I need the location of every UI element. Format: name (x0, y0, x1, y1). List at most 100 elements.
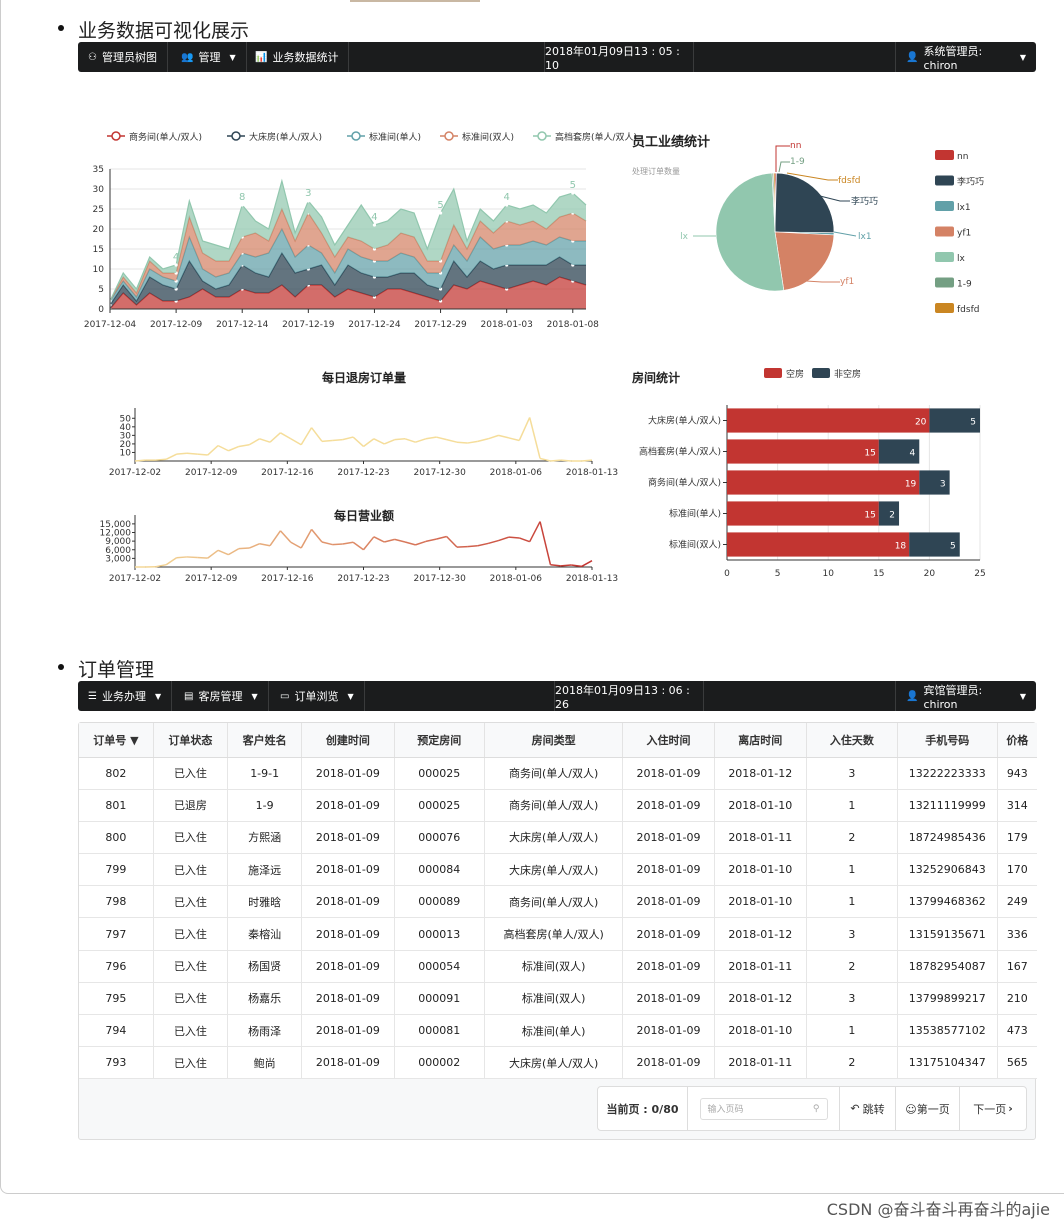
table-cell: 13159135671 (897, 917, 998, 951)
line-xtick-label: 2017-12-02 (109, 574, 161, 584)
table-row[interactable]: 794 已入住 杨雨泽 2018-01-09 000081 标准间(单人) 2018-01-… (79, 1014, 1037, 1048)
area-legend-label: 标准间(单人) (369, 131, 421, 143)
line-segment (207, 445, 219, 456)
nav-order-browse[interactable]: ▭ 订单浏览 ▼ (270, 681, 365, 711)
pie-slice-李巧巧 (774, 172, 835, 234)
table-cell: 18782954087 (897, 950, 998, 983)
table-cell: 2 (806, 821, 898, 855)
area-data-label: 3 (305, 188, 311, 199)
nav-user-menu[interactable]: 👤 系统管理员: chiron ▼ (895, 42, 1036, 72)
line-segment (197, 453, 208, 456)
reply-icon: ↶ (850, 1102, 860, 1115)
line-segment (456, 545, 468, 548)
line-segment (186, 452, 198, 455)
pie-legend-label: fdsfd (957, 305, 979, 315)
bar-empty-rooms (727, 439, 879, 464)
table-cell: 标准间(双人) (484, 950, 624, 983)
pie-label-line (819, 195, 850, 202)
user-icon: 👤 (906, 51, 919, 63)
table-row[interactable]: 796 已入住 杨国贤 2018-01-09 000054 标准间(双人) 2018-01-… (79, 950, 1037, 983)
line-segment (259, 542, 271, 547)
table-cell: 943 (997, 757, 1037, 790)
nav-manage[interactable]: 👥 管理 ▼ (171, 42, 247, 72)
table-cell: 时雅晗 (227, 885, 303, 919)
line-xtick-label: 2017-12-16 (261, 468, 314, 478)
table-row[interactable]: 793 已入住 鲍尚 2018-01-09 000002 大床房(单人/双人) 2018-0… (79, 1046, 1037, 1080)
table-cell: 000084 (394, 853, 485, 887)
next-page-button[interactable]: 下一页 › (960, 1087, 1026, 1130)
line-ytick-label: 12,000 (100, 529, 132, 539)
bar-category-label: 商务间(单人/双人) (648, 477, 721, 489)
line-segment (487, 434, 499, 440)
table-cell: 801 (79, 789, 154, 822)
table-row[interactable]: 795 已入住 杨嘉乐 2018-01-09 000091 标准间(双人) 2018-01-… (79, 982, 1037, 1016)
hotel-navbar: ☰ 业务办理 ▼ ▤ 客房管理 ▼ ▭ 订单浏览 ▼ 2018年01月09日13… (78, 681, 1036, 711)
nav-business-label: 业务办理 (101, 690, 146, 703)
table-row[interactable]: 797 已入住 秦榕汕 2018-01-09 000013 高档套房(单人/双人) 2018… (79, 917, 1037, 951)
line-segment (467, 544, 478, 548)
chevron-down-icon: ▼ (1019, 691, 1026, 701)
line-segment (321, 439, 333, 443)
page-input[interactable]: 输入页码 ⚲ (699, 1097, 828, 1120)
first-page-button[interactable]: ☺第一页 (896, 1087, 960, 1130)
line-segment (519, 537, 530, 543)
column-header: 创建时间 (301, 723, 395, 758)
pagination: 当前页 : 0/80 输入页码 ⚲ ↶ 跳转 ☺第一页 下一页 › (597, 1086, 1027, 1131)
table-row[interactable]: 801 已退房 1-9 2018-01-09 000025 商务间(单人/双人) 2018-… (79, 789, 1037, 822)
table-cell: 2018-01-09 (301, 982, 395, 1016)
pie-legend-swatch (935, 175, 954, 186)
bar-empty-rooms (727, 532, 910, 557)
table-row[interactable]: 802 已入住 1-9-1 2018-01-09 000025 商务间(单人/双人) 201… (79, 757, 1037, 790)
nav-admin-tree[interactable]: ⚇ 管理员树图 (78, 42, 168, 72)
nav-business[interactable]: ☰ 业务办理 ▼ (78, 681, 173, 711)
line-segment (310, 528, 323, 543)
table-cell: 565 (997, 1046, 1037, 1080)
line-ytick-label: 6,000 (105, 546, 131, 556)
table-cell: 167 (997, 950, 1037, 983)
line-segment (207, 549, 219, 559)
table-row[interactable]: 798 已入住 时雅晗 2018-01-09 000089 商务间(单人/双人) 2018-… (79, 885, 1037, 919)
table-cell: 大床房(单人/双人) (484, 1046, 624, 1080)
table-cell: 2018-01-11 (714, 821, 807, 855)
table-cell: 2018-01-09 (622, 853, 715, 887)
nav-business-stats[interactable]: 📊 业务数据统计 (245, 42, 350, 72)
pie-slice-lx (715, 172, 785, 292)
pie-label-line (778, 161, 790, 173)
table-cell: 2018-01-09 (622, 821, 715, 855)
table-cell: 商务间(单人/双人) (484, 757, 624, 790)
table-row[interactable]: 800 已入住 方熙涵 2018-01-09 000076 大床房(单人/双人) 2018-… (79, 821, 1037, 855)
table-cell: 2018-01-09 (622, 757, 715, 790)
table-cell: 3 (806, 757, 898, 790)
line-xtick-label: 2017-12-30 (414, 574, 467, 584)
line-segment (290, 438, 302, 446)
table-cell: 2018-01-09 (622, 885, 715, 919)
line-xtick-label: 2017-12-09 (185, 574, 238, 584)
line-xtick-label: 2017-12-16 (261, 574, 314, 584)
table-row[interactable]: 799 已入住 施泽远 2018-01-09 000084 大床房(单人/双人) 2018-… (79, 853, 1037, 887)
table-cell: 2018-01-09 (301, 789, 395, 822)
table-cell: 2018-01-12 (714, 982, 807, 1016)
table-cell: 2018-01-09 (301, 821, 395, 855)
area-legend-marker (231, 131, 241, 141)
column-header: 价格 (997, 723, 1037, 758)
table-cell: 2018-01-11 (714, 1046, 807, 1080)
line-segment (477, 542, 489, 547)
area-xtick-label: 2017-12-14 (216, 320, 269, 330)
table-cell: 249 (997, 885, 1037, 919)
column-header: 订单状态 (153, 723, 229, 758)
line-ytick-label: 20 (120, 440, 132, 450)
area-data-label: 5 (570, 180, 576, 191)
table-cell: 施泽远 (227, 853, 303, 887)
area-ytick-label: 0 (98, 305, 104, 315)
area-ytick-label: 20 (93, 225, 105, 235)
bar-value-label: 3 (940, 480, 946, 490)
bar-xtick-label: 5 (775, 569, 781, 579)
column-header[interactable]: 订单号 ▼ (79, 723, 154, 758)
jump-button[interactable]: ↶ 跳转 (840, 1087, 896, 1130)
table-cell: 800 (79, 821, 154, 855)
table-cell: 793 (79, 1046, 154, 1080)
table-cell: 杨国贤 (227, 950, 303, 983)
nav-room-manage[interactable]: ▤ 客房管理 ▼ (174, 681, 269, 711)
nav-hotel-user-menu[interactable]: 👤 宾馆管理员: chiron ▼ (895, 681, 1036, 711)
table-cell: 336 (997, 917, 1037, 951)
